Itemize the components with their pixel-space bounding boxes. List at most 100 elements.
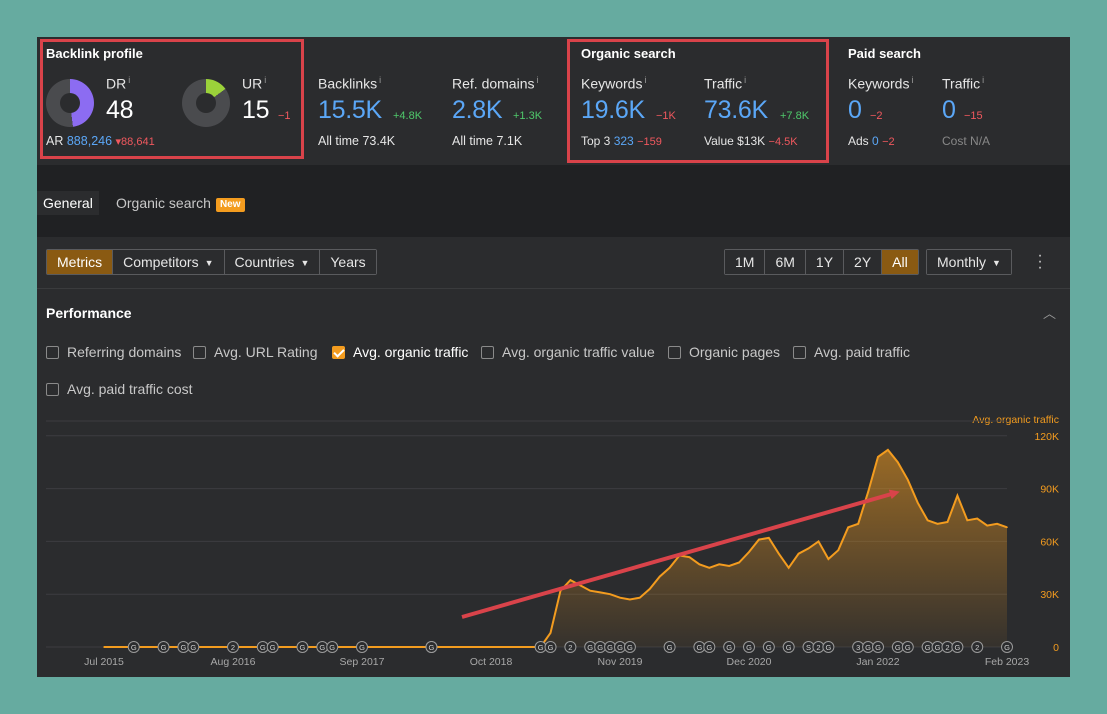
more-options-icon[interactable]: · · · [1037,247,1043,276]
annotation-marker[interactable]: G [584,641,597,653]
checkbox-avg-organic-traffic-value[interactable]: Avg. organic traffic value [481,343,655,361]
range-2y-button[interactable]: 2Y [844,250,883,274]
ar-row: AR 888,246 ▾88,641 [46,134,155,148]
annotation-marker[interactable]: G [266,641,279,653]
organic-keywords-label[interactable]: Keywords i [581,75,647,92]
x-tick-label: Nov 2019 [598,656,643,668]
annotation-marker[interactable]: G [177,641,190,653]
info-icon[interactable]: i [379,75,382,85]
annotation-marker[interactable]: 2 [564,641,577,653]
ref-domains-value[interactable]: 2.8K [452,96,503,124]
info-icon[interactable]: i [911,75,914,85]
annotation-marker[interactable]: G [316,641,329,653]
info-icon[interactable]: i [644,75,647,85]
paid-keywords-value[interactable]: 0 [848,96,862,124]
info-icon[interactable]: i [744,75,747,85]
range-all-button[interactable]: All [882,250,918,274]
checkbox-referring-domains[interactable]: Referring domains [46,343,181,361]
annotation-marker[interactable]: G [891,641,904,653]
annotation-marker[interactable]: G [534,641,547,653]
annotation-marker[interactable]: G [901,641,914,653]
caret-down-icon: ▼ [300,258,310,268]
years-button[interactable]: Years [320,250,376,274]
info-icon[interactable]: i [128,75,131,85]
annotation-marker[interactable]: S [802,641,815,653]
paid-traffic-label[interactable]: Traffic i [942,75,985,92]
annotation-marker[interactable]: G [296,641,309,653]
annotation-marker[interactable]: G [614,641,626,653]
data-point [837,549,840,551]
backlinks-label[interactable]: Backlinks i [318,75,382,92]
annotation-marker[interactable]: 2 [227,641,239,653]
tab-organic-search[interactable]: Organic search New [116,191,245,215]
annotation-marker[interactable]: G [187,641,200,653]
annotation-marker[interactable]: G [703,641,716,653]
annotation-marker[interactable]: G [256,641,269,653]
annotation-marker[interactable]: G [931,641,944,653]
annotation-marker[interactable]: G [604,641,617,653]
annotation-marker[interactable]: G [157,641,170,653]
annotation-marker[interactable]: 3 [852,641,865,653]
ur-label[interactable]: UR i [242,75,267,92]
annotation-marker[interactable]: G [822,641,835,653]
annotation-marker[interactable]: G [872,641,884,653]
paid-traffic-value[interactable]: 0 [942,96,956,124]
info-icon[interactable]: i [982,75,985,85]
checkbox-label: Avg. paid traffic [814,344,910,360]
metrics-button[interactable]: Metrics [47,250,114,274]
annotation-marker[interactable]: G [921,641,934,653]
range-1y-button[interactable]: 1Y [805,250,845,274]
annotation-marker[interactable]: G [1001,641,1013,653]
dr-label[interactable]: DR i [106,75,131,92]
organic-traffic-label[interactable]: Traffic i [704,75,747,92]
annotation-marker[interactable]: G [663,641,676,653]
organic-traffic-value[interactable]: 73.6K [704,96,768,124]
countries-dropdown[interactable]: Countries ▼ [224,250,321,274]
annotation-marker[interactable]: G [326,641,339,653]
annotation-marker[interactable]: 2 [941,641,954,653]
annotation-marker[interactable]: G [693,641,706,653]
annotation-marker[interactable]: G [425,641,438,653]
data-point [827,558,830,560]
paid-keywords-label[interactable]: Keywords i [848,75,914,92]
competitors-dropdown[interactable]: Competitors ▼ [113,250,225,274]
ads-value[interactable]: 0 [872,134,879,148]
organic-keywords-value[interactable]: 19.6K [581,96,645,124]
svg-text:G: G [319,643,325,652]
info-icon[interactable]: i [264,75,267,85]
info-icon[interactable]: i [536,75,539,85]
data-point [996,523,998,525]
data-point [629,598,631,601]
range-1m-button[interactable]: 1M [725,250,766,274]
annotation-marker[interactable]: G [594,641,607,653]
ref-domains-label[interactable]: Ref. domains i [452,75,539,92]
data-point [658,575,661,578]
backlinks-value[interactable]: 15.5K [318,96,382,124]
checkbox-avg-paid-traffic[interactable]: Avg. paid traffic [793,343,910,361]
checkbox-organic-pages[interactable]: Organic pages [668,343,780,361]
annotation-marker[interactable]: G [762,641,775,653]
ar-value[interactable]: 888,246 [66,134,113,148]
annotation-marker[interactable]: G [127,641,140,653]
tab-general[interactable]: General [37,191,99,215]
annotation-marker[interactable]: G [951,641,964,653]
checkbox-avg-url-rating[interactable]: Avg. URL Rating [193,343,318,361]
annotation-marker[interactable]: G [623,641,636,653]
interval-select[interactable]: Monthly ▼ [926,249,1012,275]
top3-value[interactable]: 323 [613,134,634,148]
annotation-marker[interactable]: G [862,641,875,653]
annotation-marker[interactable]: G [356,641,368,653]
annotation-marker[interactable]: G [782,641,795,653]
checkbox-avg-paid-traffic-cost[interactable]: Avg. paid traffic cost [46,380,193,398]
data-point [956,494,959,497]
annotation-marker[interactable]: G [723,641,736,653]
checkbox-avg-organic-traffic[interactable]: Avg. organic traffic [332,343,468,361]
annotation-marker[interactable]: G [544,641,557,653]
annotation-marker[interactable]: G [743,641,755,653]
checkbox-box [46,383,59,396]
chevron-up-icon[interactable]: ︿ [1043,306,1057,321]
annotation-marker[interactable]: 2 [971,641,984,653]
range-6m-button[interactable]: 6M [765,250,806,274]
annotation-marker[interactable]: 2 [812,641,825,653]
